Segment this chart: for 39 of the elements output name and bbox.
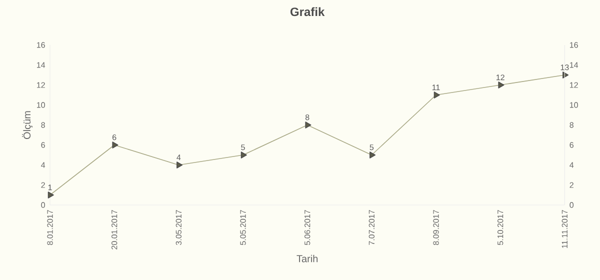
y-tick-label: 12 — [37, 82, 45, 88]
data-label: 8 — [305, 114, 310, 120]
y2-tick-label: 0 — [570, 202, 574, 208]
y-tick-label: 8 — [41, 122, 45, 128]
y-axis-title: Ölçüm — [22, 111, 33, 139]
x-tick-label: 5.05.2017 — [240, 210, 246, 245]
data-label: 5 — [370, 144, 374, 150]
data-label: 11 — [432, 84, 440, 90]
y-tick-label: 2 — [41, 182, 45, 188]
data-label: 5 — [241, 144, 245, 150]
x-tick-label: 5.06.2017 — [304, 210, 310, 245]
y2-tick-label: 6 — [570, 142, 574, 148]
y-tick-label: 14 — [37, 62, 46, 68]
x-tick-label: 8.01.2017 — [47, 210, 53, 245]
x-tick-label: 20.01.2017 — [112, 210, 118, 250]
x-axis-title: Tarih — [296, 254, 318, 262]
x-tick-label: 11.11.2017 — [562, 210, 568, 248]
y-tick-label: 16 — [37, 42, 45, 48]
y2-tick-label: 8 — [570, 122, 574, 128]
y-tick-label: 10 — [37, 102, 45, 108]
x-tick-label: 8.09.2017 — [433, 210, 439, 245]
data-label: 12 — [496, 74, 504, 80]
x-tick-label: 7.07.2017 — [368, 210, 375, 245]
x-tick-label: 5.10.2017 — [498, 210, 504, 245]
data-label: 1 — [48, 184, 52, 190]
y2-tick-label: 4 — [570, 162, 574, 168]
data-label: 6 — [112, 134, 116, 140]
y2-tick-label: 14 — [570, 62, 578, 68]
y2-tick-label: 16 — [570, 42, 578, 48]
y2-tick-label: 10 — [570, 102, 578, 108]
y-tick-label: 4 — [41, 162, 46, 168]
x-tick-label: 3.05.2017 — [176, 210, 182, 245]
y-tick-label: 6 — [41, 142, 45, 148]
chart-title: Grafik — [290, 7, 325, 16]
y2-tick-label: 2 — [570, 182, 574, 188]
data-label: 4 — [176, 154, 181, 160]
data-label: 13 — [560, 64, 569, 70]
y2-tick-label: 12 — [570, 82, 578, 88]
y-tick-label: 0 — [41, 202, 45, 208]
